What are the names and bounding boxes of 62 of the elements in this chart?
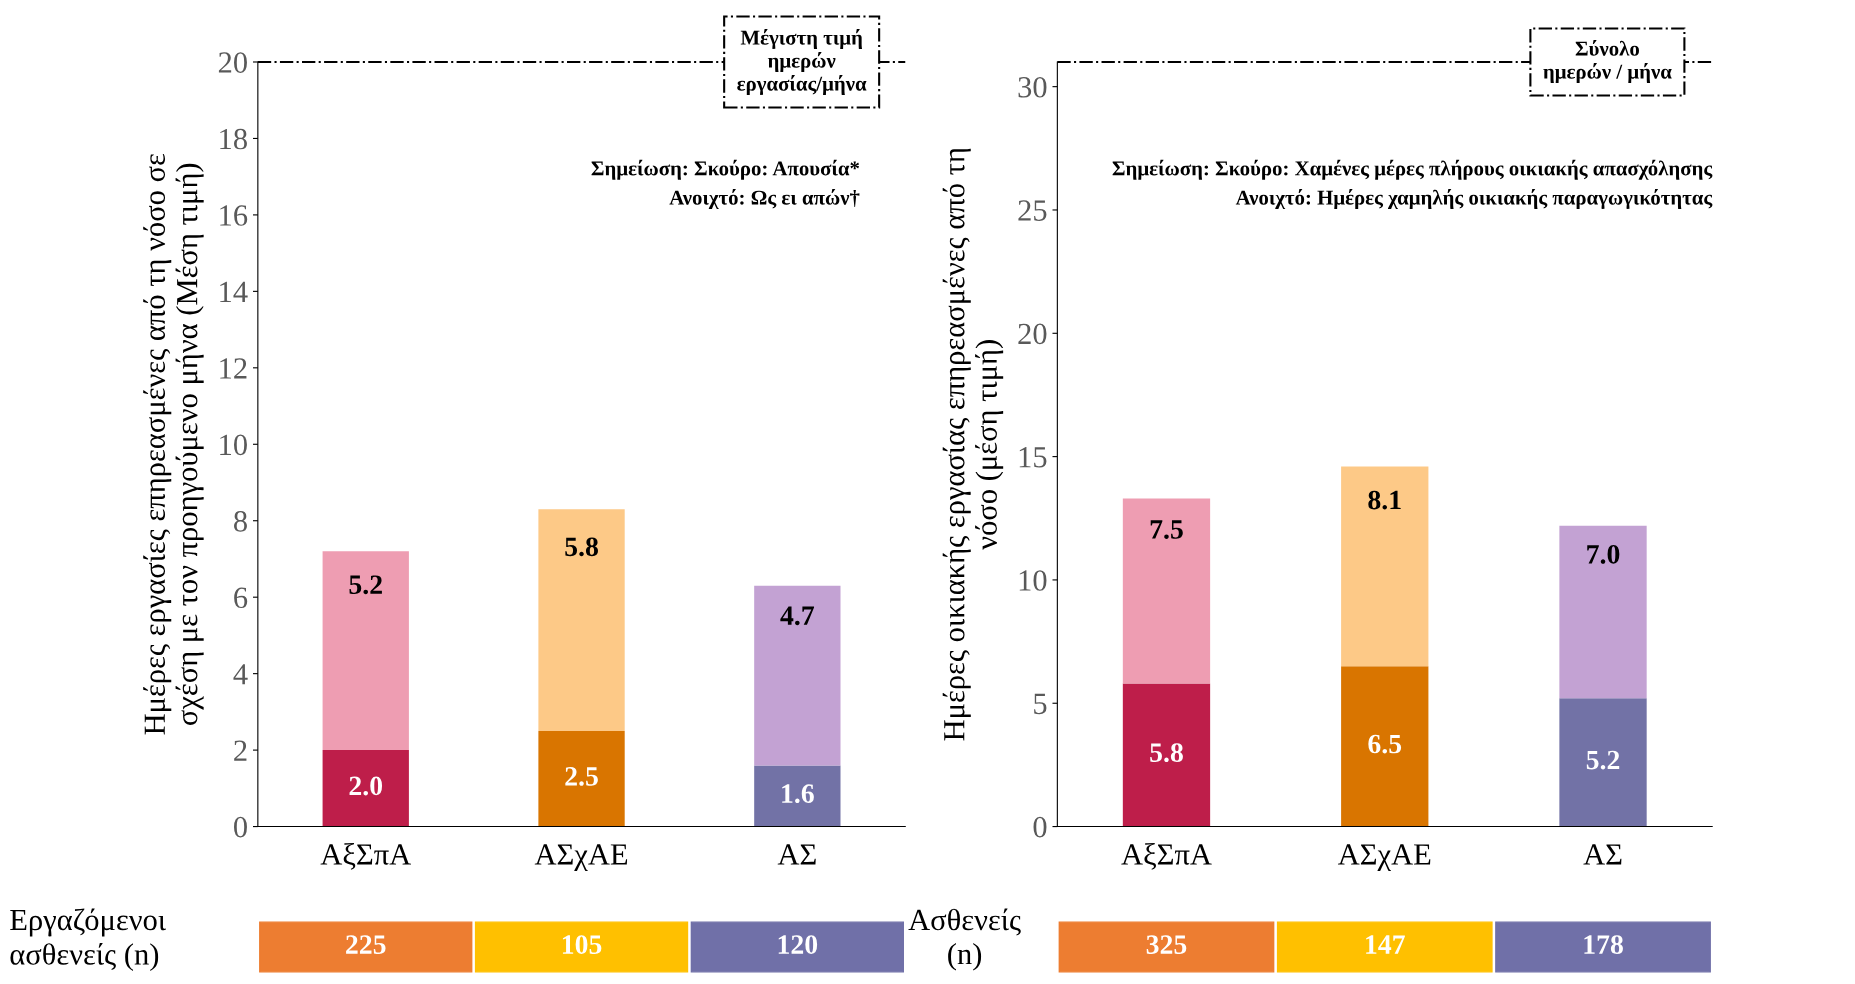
text: 105 (562, 935, 602, 954)
y-tick-label: 4 (233, 664, 248, 685)
text: 225 (346, 935, 386, 954)
data-label: 8.1 (1368, 490, 1401, 510)
data-label: 5.2 (349, 575, 382, 595)
y-tick-label: 5 (1034, 693, 1047, 715)
y-tick-label: 16 (220, 205, 248, 226)
x-tick-label: ΑξΣπΑ (1121, 843, 1212, 870)
annotation: Σημείωση: Σκούρο: Απουσία* Ανοιχτό: Ως ει απών† (591, 159, 860, 209)
annotation: Σημείωση: Σκούρο: Χαμένες μέρες πλήρους οικιακής απασχόλησης Ανοιχτό: Ημέρες χαμηλής οικιακής παραγωγικότητας (1112, 159, 1713, 209)
text: 325 (1146, 935, 1187, 954)
bar (322, 750, 409, 827)
y-tick-label: 12 (220, 358, 247, 379)
text: Εργαζόμενοι ασθενείς (n) (10, 908, 166, 972)
x-tick-label: ΑΣχΑΕ (1337, 844, 1431, 871)
bar (1341, 666, 1429, 827)
data-label: 5.2 (1586, 750, 1620, 770)
bar (322, 551, 409, 751)
text: Ασθενείς (n) (908, 908, 1021, 971)
y-tick-label: 18 (220, 128, 247, 150)
text: 178 (1584, 935, 1623, 954)
y-tick-label: 2 (234, 740, 247, 761)
ref-line-label: Μέγιστη τιμή ημερών εργασίας/μήνα (737, 29, 867, 95)
bar (754, 765, 841, 827)
y-tick-label: 20 (218, 52, 247, 73)
data-label: 4.7 (780, 606, 815, 626)
bar (754, 585, 841, 766)
data-label: 7.5 (1150, 520, 1183, 539)
data-label: 2.0 (349, 776, 383, 796)
y-tick-label: 0 (234, 816, 247, 838)
bar (1122, 683, 1211, 827)
data-label: 6.5 (1368, 734, 1402, 754)
y-tick-label: 0 (1033, 816, 1047, 838)
ref-line-label: Σύνολο ημερών / μήνα (1543, 40, 1672, 83)
y-tick-label: 15 (1019, 447, 1047, 468)
x-tick-label: ΑΣ (1583, 844, 1622, 865)
x-tick-label: ΑΣ (777, 844, 816, 865)
data-label: 5.8 (565, 537, 598, 557)
bar (1122, 498, 1211, 684)
y-tick-label: 8 (234, 511, 247, 532)
bar (1559, 525, 1647, 699)
data-label: 7.0 (1587, 544, 1620, 564)
text: 120 (778, 935, 818, 954)
x-tick-label: ΑξΣπΑ (320, 843, 411, 870)
text: 147 (1366, 935, 1405, 954)
y-tick-label: 10 (1019, 570, 1047, 591)
data-label: 2.5 (565, 767, 598, 786)
bar (538, 730, 625, 827)
y-axis-title: Ημέρες οικιακής εργασίας επηρεασμένες από τη νόσο (μέση τιμή) (942, 148, 1004, 741)
bar (538, 509, 625, 731)
y-axis-title: Ημέρες εργασίες επηρεασμένες από τη νόσο σε σχέση με τον προηγούμενο μήνα (Μέση τιμή) (143, 153, 204, 735)
data-label: 5.8 (1150, 743, 1183, 763)
y-tick-label: 25 (1018, 200, 1047, 221)
y-tick-label: 10 (220, 434, 247, 456)
y-tick-label: 6 (234, 587, 248, 609)
bar (1559, 698, 1647, 827)
y-tick-label: 30 (1018, 76, 1047, 98)
data-label: 1.6 (782, 784, 814, 804)
y-tick-label: 20 (1018, 323, 1047, 345)
y-tick-label: 14 (220, 281, 248, 302)
bar (1341, 466, 1429, 667)
x-tick-label: ΑΣχΑΕ (534, 844, 628, 871)
